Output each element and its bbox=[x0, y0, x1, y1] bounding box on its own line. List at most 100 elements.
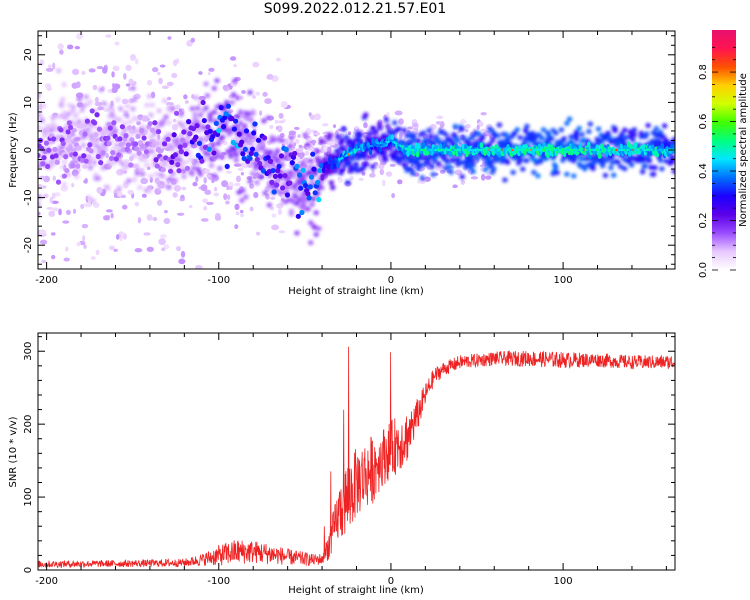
heatmap-cell bbox=[126, 125, 133, 131]
heatmap-cell bbox=[133, 130, 139, 135]
heatmap-cell bbox=[96, 126, 103, 132]
heatmap-cell bbox=[350, 156, 357, 161]
heatmap-cell bbox=[376, 125, 383, 131]
heatmap-cell bbox=[278, 230, 286, 234]
heatmap-cell bbox=[102, 66, 108, 74]
heatmap-cell bbox=[96, 176, 102, 181]
spectrogram-y-tick-label: -20 bbox=[23, 237, 34, 253]
heatmap-cell bbox=[114, 41, 120, 46]
heatmap-cell bbox=[94, 137, 100, 143]
heatmap-cell bbox=[72, 151, 78, 157]
heatmap-cell bbox=[104, 131, 110, 137]
heatmap-cell bbox=[241, 155, 247, 162]
heatmap-cell bbox=[106, 141, 112, 147]
heatmap-cell bbox=[96, 65, 104, 70]
heatmap-cell bbox=[233, 118, 239, 124]
snr-x-tick-label: -100 bbox=[207, 576, 230, 587]
heatmap-cell bbox=[45, 129, 51, 135]
heatmap-cell bbox=[230, 92, 237, 98]
heatmap-cell bbox=[568, 134, 574, 140]
heatmap-cell bbox=[182, 160, 188, 165]
heatmap-cell bbox=[460, 180, 466, 185]
heatmap-cell bbox=[160, 174, 166, 180]
heatmap-cell bbox=[127, 119, 133, 125]
heatmap-cell bbox=[235, 95, 241, 101]
heatmap-cell bbox=[606, 134, 613, 140]
heatmap-cell bbox=[476, 131, 482, 137]
heatmap-cell bbox=[314, 148, 321, 154]
heatmap-cell bbox=[531, 170, 537, 175]
heatmap-cell bbox=[40, 103, 47, 109]
heatmap-cell bbox=[206, 151, 212, 157]
heatmap-cell bbox=[240, 171, 245, 176]
heatmap-cell bbox=[123, 133, 129, 139]
heatmap-cell bbox=[121, 204, 128, 210]
heatmap-cell bbox=[347, 131, 352, 136]
heatmap-ridge bbox=[38, 99, 675, 219]
heatmap-cell bbox=[604, 157, 610, 163]
heatmap-cell bbox=[460, 135, 467, 140]
heatmap-cell bbox=[160, 118, 166, 124]
heatmap-cell bbox=[363, 122, 368, 129]
heatmap-cell bbox=[214, 154, 220, 160]
heatmap-cell bbox=[130, 153, 136, 159]
heatmap-cell bbox=[406, 150, 410, 157]
heatmap-cell bbox=[594, 136, 600, 142]
heatmap-cell bbox=[142, 130, 149, 136]
heatmap-cell bbox=[296, 172, 303, 178]
heatmap-cell bbox=[484, 175, 492, 180]
heatmap-cell bbox=[141, 135, 147, 141]
heatmap-cell bbox=[259, 145, 266, 151]
heatmap-cell bbox=[638, 134, 644, 140]
heatmap-cell bbox=[51, 200, 59, 204]
heatmap-cell bbox=[358, 177, 364, 182]
heatmap-cell bbox=[158, 77, 163, 85]
heatmap-cell bbox=[382, 179, 386, 187]
heatmap-cell bbox=[82, 131, 88, 137]
heatmap-cell bbox=[207, 117, 213, 123]
heatmap-cell bbox=[198, 95, 206, 101]
heatmap-cell bbox=[87, 142, 93, 148]
heatmap-cell bbox=[275, 57, 281, 62]
heatmap-cell bbox=[608, 165, 614, 171]
heatmap-cell bbox=[439, 169, 446, 174]
heatmap-cell bbox=[247, 133, 253, 139]
snr-series-line bbox=[38, 346, 675, 569]
heatmap-cell bbox=[602, 172, 609, 178]
heatmap-cell bbox=[201, 117, 207, 124]
heatmap-cell bbox=[76, 97, 82, 102]
heatmap-cell bbox=[383, 146, 390, 151]
heatmap-cell bbox=[88, 68, 96, 73]
heatmap-cell bbox=[202, 168, 211, 175]
heatmap-cell bbox=[294, 230, 300, 236]
heatmap-cell bbox=[474, 156, 480, 161]
heatmap-cell bbox=[112, 65, 120, 72]
heatmap-cell bbox=[193, 158, 199, 164]
heatmap-cell bbox=[408, 166, 414, 172]
heatmap-cell bbox=[61, 173, 68, 179]
heatmap-cell bbox=[134, 247, 143, 253]
heatmap-cell bbox=[522, 136, 529, 142]
heatmap-cell bbox=[109, 161, 115, 167]
heatmap-cell bbox=[564, 171, 570, 177]
heatmap-cell bbox=[164, 131, 171, 137]
heatmap-cell bbox=[279, 132, 285, 138]
heatmap-cell bbox=[436, 115, 444, 120]
heatmap-cell bbox=[197, 99, 202, 106]
heatmap-cell bbox=[136, 150, 142, 156]
heatmap-cell bbox=[223, 193, 228, 201]
heatmap-cell bbox=[236, 131, 242, 137]
heatmap-cell bbox=[319, 185, 325, 191]
heatmap-cell bbox=[578, 156, 584, 162]
heatmap-cell bbox=[51, 136, 57, 142]
heatmap-cell bbox=[671, 137, 675, 142]
heatmap-cell bbox=[45, 67, 54, 72]
heatmap-cell bbox=[536, 132, 542, 138]
heatmap-cell bbox=[194, 123, 200, 129]
heatmap-cell bbox=[600, 163, 606, 169]
colorbar-tick-label: 0.4 bbox=[698, 163, 709, 179]
heatmap-cell bbox=[346, 159, 352, 165]
heatmap-cell bbox=[61, 182, 67, 187]
heatmap-cell bbox=[239, 198, 245, 203]
heatmap-cell bbox=[605, 130, 611, 136]
